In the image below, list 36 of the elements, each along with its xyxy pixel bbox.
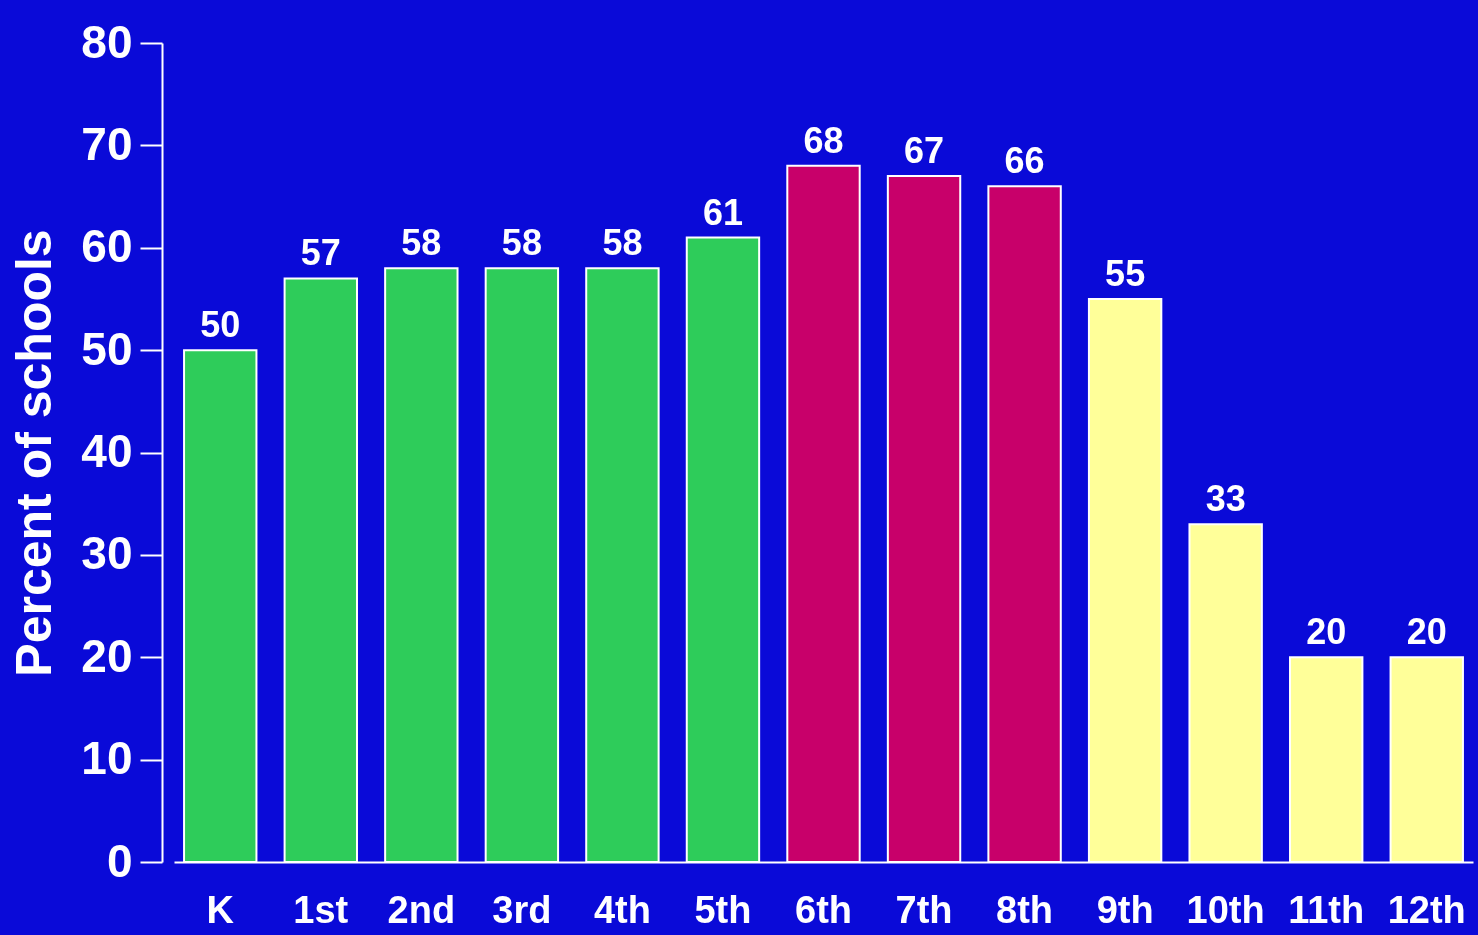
x-tick-label: 12th [1387,888,1466,931]
x-tick-label: 11th [1288,888,1365,931]
x-tick-label: 1st [293,888,349,931]
y-axis-title: Percent of schools [6,229,63,677]
x-tick-label: 8th [996,888,1054,931]
x-tick-label: 6th [795,888,852,931]
y-tick-label: 20 [81,629,133,682]
x-tick-label: K [206,888,235,931]
x-tick-label: 5th [694,888,752,931]
y-tick-label: 50 [81,322,133,375]
y-tick-label: 60 [81,220,133,273]
y-tick-label: 80 [81,15,133,68]
data-label: 68 [803,119,844,161]
y-tick-label: 10 [81,732,133,785]
data-label: 58 [602,222,643,264]
data-label: 55 [1105,252,1146,294]
y-tick-label: 30 [81,527,133,580]
data-label: 61 [702,191,743,233]
data-label: 67 [904,130,945,172]
x-tick-label: 9th [1096,888,1154,931]
data-label: 20 [1406,611,1447,653]
data-label: 57 [300,232,341,274]
x-tick-label: 3rd [492,888,552,931]
data-label: 66 [1004,140,1045,182]
y-tick-label: 70 [81,117,133,170]
x-tick-label: 4th [593,888,651,931]
y-tick-label: 40 [81,425,133,477]
x-tick-label: 2nd [387,888,456,931]
x-tick-label: 10th [1186,888,1265,931]
data-label: 20 [1306,611,1347,653]
data-label: 58 [501,222,542,264]
data-label: 50 [200,304,241,346]
data-label: 58 [401,222,442,264]
y-tick-label: 0 [106,834,133,887]
data-label: 33 [1205,478,1246,520]
x-tick-label: 7th [895,888,953,931]
